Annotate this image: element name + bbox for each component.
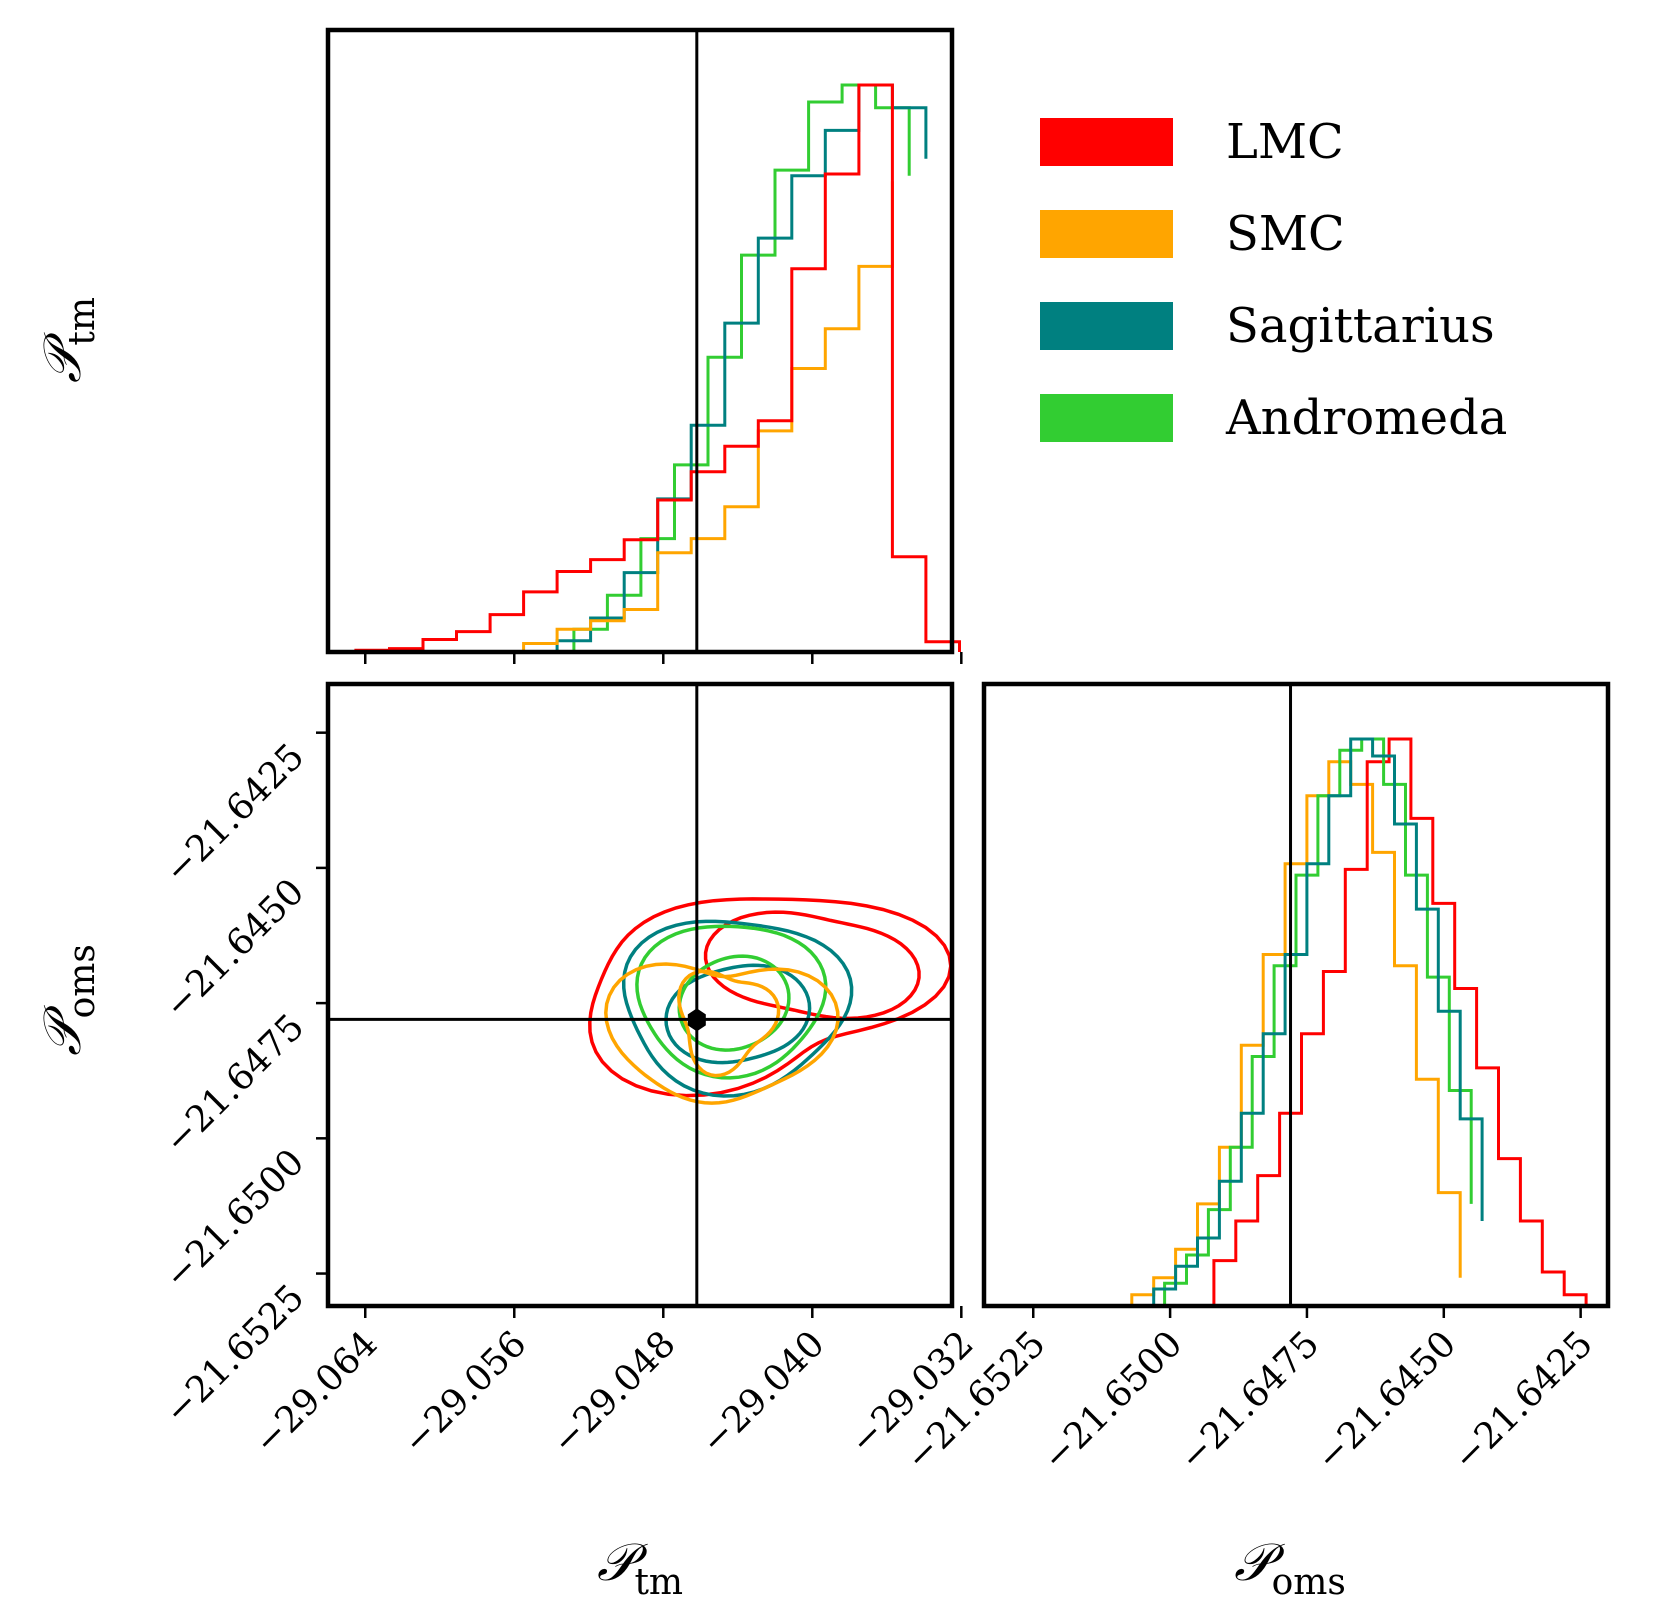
legend-label-andromeda: Andromeda <box>1225 390 1507 446</box>
ylabel-oms-subscript: oms <box>62 944 103 1018</box>
joint-xtick-label: −29.040 <box>693 1323 832 1462</box>
joint-contour-panel: −29.064 −29.056 −29.048 −29.040 −29.032−21.6… <box>157 681 982 1463</box>
legend-swatch-lmc <box>1040 118 1173 166</box>
joint-frame <box>325 681 955 1309</box>
tm-histogram-smc <box>522 181 894 652</box>
legend-label-lmc: LMC <box>1226 114 1344 170</box>
xlabel-oms-subscript: oms <box>1272 1562 1346 1603</box>
tm-histogram-sagittarius <box>555 83 928 652</box>
oms-hist-xtick-label: −21.6500 <box>1035 1323 1191 1479</box>
joint-ytick-label: −21.6450 <box>157 871 313 1027</box>
axis-labels: 𝒫tm 𝒫oms 𝒫tm 𝒫oms <box>33 297 1346 1603</box>
tm-histogram-panel <box>325 27 963 664</box>
ylabel-oms: 𝒫oms <box>33 944 103 1056</box>
oms-hist-xtick-label: −21.6475 <box>1172 1323 1328 1479</box>
ylabel-tm: 𝒫tm <box>33 297 103 383</box>
contour-andromeda-4 <box>635 924 828 1080</box>
oms-histogram-andromeda <box>1163 737 1473 1306</box>
oms-hist-xtick-label: −21.6450 <box>1309 1323 1465 1479</box>
joint-xtick-label: −29.056 <box>395 1323 534 1462</box>
truth-marker <box>687 1008 706 1032</box>
joint-ytick-label: −21.6475 <box>157 1006 313 1162</box>
ylabel-tm-subscript: tm <box>62 297 103 346</box>
contour-lmc-0 <box>588 897 952 1098</box>
tm-hist-frame <box>325 27 955 655</box>
contour-sagittarius-2 <box>621 919 854 1098</box>
joint-ytick-label: −21.6500 <box>157 1142 313 1298</box>
legend: LMC SMC Sagittarius Andromeda <box>1040 114 1507 446</box>
joint-ytick-label: −21.6425 <box>157 736 313 892</box>
oms-histogram-smc <box>1130 760 1462 1306</box>
legend-label-sagittarius: Sagittarius <box>1226 298 1495 354</box>
oms-histogram-panel: −21.6525−21.6500−21.6475−21.6450−21.6425 <box>898 681 1611 1479</box>
oms-histogram-lmc <box>1212 737 1608 1308</box>
joint-xtick-label: −29.048 <box>544 1323 683 1462</box>
oms-hist-xtick-label: −21.6425 <box>1445 1323 1601 1479</box>
tm-histogram-lmc <box>354 83 961 652</box>
oms-hist-frame <box>981 681 1611 1309</box>
xlabel-tm-subscript: tm <box>634 1562 683 1603</box>
legend-label-smc: SMC <box>1226 206 1345 262</box>
xlabel-tm: 𝒫tm <box>597 1533 683 1603</box>
legend-swatch-sagittarius <box>1040 302 1173 350</box>
contour-smc-6 <box>604 962 840 1105</box>
legend-swatch-andromeda <box>1040 394 1173 442</box>
xlabel-oms: 𝒫oms <box>1234 1533 1346 1603</box>
legend-swatch-smc <box>1040 210 1173 258</box>
contour-sagittarius-3 <box>664 963 812 1065</box>
oms-histogram-sagittarius <box>1152 737 1484 1306</box>
